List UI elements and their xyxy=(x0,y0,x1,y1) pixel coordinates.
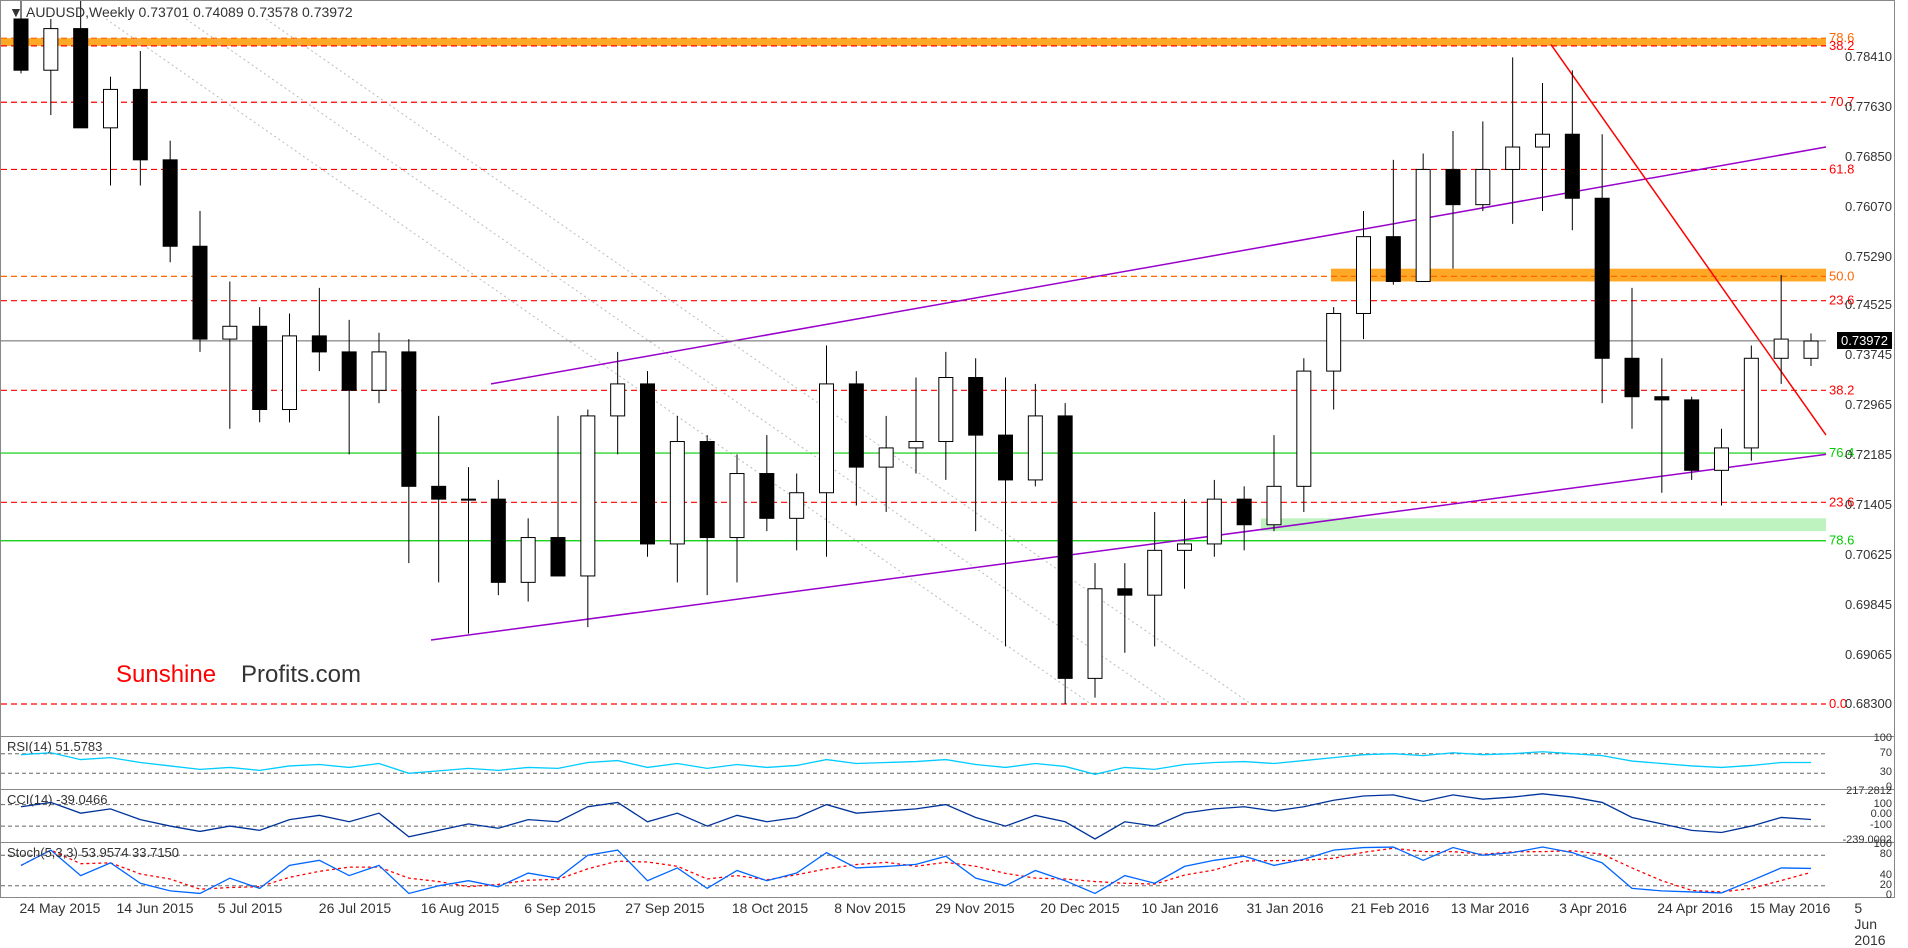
chart-header: ▼ AUDUSD,Weekly 0.73701 0.74089 0.73578 … xyxy=(9,4,353,20)
y-tick: 0.72185 xyxy=(1845,447,1892,462)
ohlc-label: 0.73701 0.74089 0.73578 0.73972 xyxy=(139,4,353,20)
x-tick: 31 Jan 2016 xyxy=(1246,900,1323,916)
y-tick: 0.77630 xyxy=(1845,99,1892,114)
indicator-tick: 30 xyxy=(1880,766,1892,778)
svg-text:78.6: 78.6 xyxy=(1829,533,1854,548)
indicator-tick: 217.2812 xyxy=(1846,785,1892,797)
stoch-label: Stoch(5,3,3) 53.9574 33.7150 xyxy=(7,845,179,860)
indicator-tick: 80 xyxy=(1880,848,1892,860)
x-axis: 24 May 2015 14 Jun 2015 5 Jul 2015 26 Jul 2… xyxy=(0,898,1895,920)
x-tick: 13 Mar 2016 xyxy=(1451,900,1530,916)
watermark-sunshine: Sunshine xyxy=(116,661,216,689)
y-tick: 0.76850 xyxy=(1845,149,1892,164)
x-tick: 5 Jul 2015 xyxy=(218,900,283,916)
symbol-label: AUDUSD,Weekly xyxy=(26,4,135,20)
indicator-tick: 100 xyxy=(1874,732,1892,744)
y-tick: 0.71405 xyxy=(1845,497,1892,512)
main-chart-svg: 78.638.270.761.850.023.638.223.60.076.47… xyxy=(1,1,1896,738)
x-tick: 29 Nov 2015 xyxy=(935,900,1014,916)
y-tick: 0.68300 xyxy=(1845,696,1892,711)
cci-panel[interactable]: CCI(14) -39.0466 217.28121000.00-100-239… xyxy=(0,790,1895,843)
rsi-svg xyxy=(1,737,1896,790)
svg-text:61.8: 61.8 xyxy=(1829,161,1854,176)
x-tick: 16 Aug 2015 xyxy=(421,900,500,916)
x-tick: 8 Nov 2015 xyxy=(834,900,906,916)
x-tick: 15 May 2016 xyxy=(1750,900,1831,916)
x-tick: 24 May 2015 xyxy=(20,900,101,916)
stoch-svg xyxy=(1,843,1896,898)
x-tick: 3 Apr 2016 xyxy=(1559,900,1627,916)
x-tick: 6 Sep 2015 xyxy=(524,900,596,916)
y-tick: 0.76070 xyxy=(1845,199,1892,214)
svg-text:50.0: 50.0 xyxy=(1829,268,1854,283)
x-tick: 21 Feb 2016 xyxy=(1351,900,1430,916)
down-triangle: ▼ xyxy=(9,4,23,20)
y-tick: 0.74525 xyxy=(1845,297,1892,312)
y-tick: 0.70625 xyxy=(1845,547,1892,562)
watermark-profits: Profits.com xyxy=(241,661,361,689)
y-tick: 0.78410 xyxy=(1845,49,1892,64)
x-tick: 26 Jul 2015 xyxy=(319,900,391,916)
indicator-tick: 70 xyxy=(1880,747,1892,759)
cci-svg xyxy=(1,790,1896,843)
current-price-box: 0.73972 xyxy=(1837,332,1892,349)
rsi-panel[interactable]: RSI(14) 51.5783 10070300 xyxy=(0,737,1895,790)
indicator-tick: -100 xyxy=(1870,819,1892,831)
y-tick: 0.73745 xyxy=(1845,347,1892,362)
cci-label: CCI(14) -39.0466 xyxy=(7,792,107,807)
x-tick: 18 Oct 2015 xyxy=(732,900,808,916)
svg-text:38.2: 38.2 xyxy=(1829,382,1854,397)
y-tick: 0.69845 xyxy=(1845,597,1892,612)
rsi-label: RSI(14) 51.5783 xyxy=(7,739,102,754)
main-price-chart[interactable]: ▼ AUDUSD,Weekly 0.73701 0.74089 0.73578 … xyxy=(0,0,1895,737)
stoch-panel[interactable]: Stoch(5,3,3) 53.9574 33.7150 1008040200 xyxy=(0,843,1895,898)
y-tick: 0.75290 xyxy=(1845,249,1892,264)
x-tick: 20 Dec 2015 xyxy=(1040,900,1119,916)
x-tick: 14 Jun 2015 xyxy=(116,900,193,916)
x-tick: 24 Apr 2016 xyxy=(1657,900,1733,916)
x-tick: 10 Jan 2016 xyxy=(1141,900,1218,916)
x-tick: 27 Sep 2015 xyxy=(625,900,704,916)
y-tick: 0.69065 xyxy=(1845,647,1892,662)
x-tick: 5 Jun 2016 xyxy=(1854,900,1885,948)
y-tick: 0.72965 xyxy=(1845,397,1892,412)
